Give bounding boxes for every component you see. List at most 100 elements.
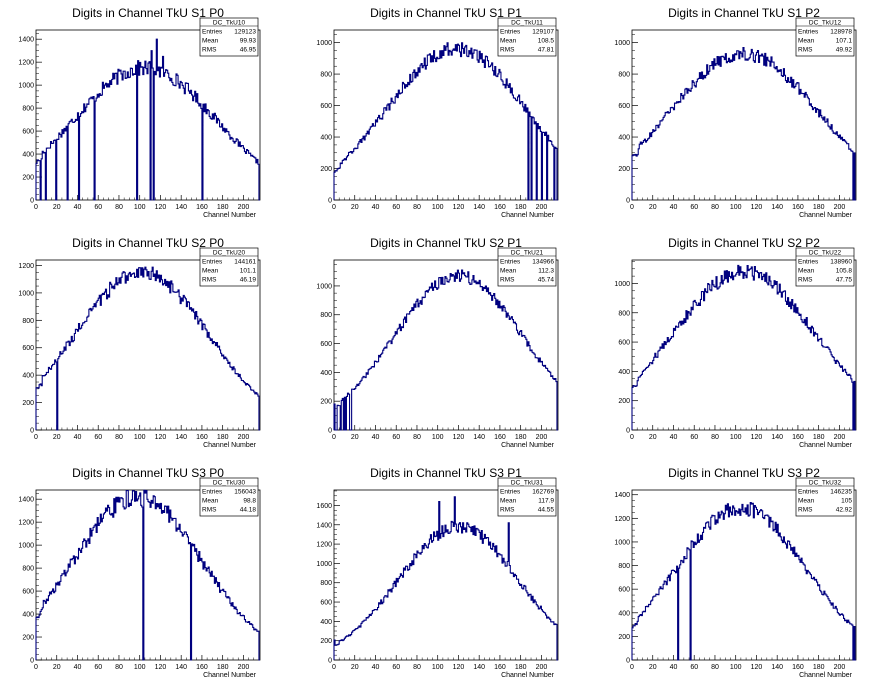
x-tick-label: 0 <box>34 664 38 671</box>
y-tick-label: 200 <box>320 166 332 173</box>
y-tick-label: 1600 <box>316 503 332 510</box>
y-tick-label: 400 <box>618 135 630 142</box>
stats-value-mean: 98.8 <box>243 498 256 505</box>
stats-value-entries: 162769 <box>532 489 554 496</box>
y-tick-label: 0 <box>328 198 332 205</box>
x-tick-label: 80 <box>711 664 719 671</box>
stats-box <box>497 17 557 57</box>
x-tick-label: 160 <box>494 664 506 671</box>
histogram-panel: Digits in Channel TkU S1 P2 0 20 40 60 80 100 1… <box>614 6 857 219</box>
stats-value-mean: 107.1 <box>836 38 853 45</box>
x-axis-label: Channel Number <box>203 672 257 679</box>
stats-value-entries: 138960 <box>830 259 852 266</box>
x-tick-label: 120 <box>751 664 763 671</box>
y-tick-label: 1200 <box>18 60 34 67</box>
x-tick-label: 0 <box>630 434 634 441</box>
histogram-series <box>35 266 260 431</box>
y-tick-label: 600 <box>618 587 630 594</box>
x-tick-label: 140 <box>771 204 783 211</box>
stats-label-rms: RMS <box>500 47 515 54</box>
x-tick-label: 160 <box>196 204 208 211</box>
stats-value-mean: 101.1 <box>240 268 257 275</box>
x-tick-label: 100 <box>432 434 444 441</box>
x-axis-label: Channel Number <box>799 672 853 679</box>
stats-name: DC_TkU11 <box>511 20 543 27</box>
stats-label-entries: Entries <box>500 259 521 266</box>
y-tick-label: 800 <box>22 318 34 325</box>
x-tick-label: 80 <box>413 434 421 441</box>
plot-frame <box>35 259 261 431</box>
stats-value-rms: 49.92 <box>836 47 853 54</box>
y-tick-label: 800 <box>22 106 34 113</box>
plot-frame <box>333 259 559 431</box>
y-tick-label: 1400 <box>316 522 332 529</box>
y-tick-label: 1000 <box>18 83 34 90</box>
y-tick-label: 800 <box>320 312 332 319</box>
x-tick-label: 20 <box>53 664 61 671</box>
y-tick-label: 800 <box>22 566 34 573</box>
stats-value-mean: 105 <box>841 498 852 505</box>
y-tick-label: 200 <box>22 400 34 407</box>
y-tick-label: 1000 <box>316 561 332 568</box>
x-tick-label: 40 <box>372 434 380 441</box>
x-tick-label: 80 <box>115 204 123 211</box>
y-tick-label: 400 <box>22 152 34 159</box>
stats-label-rms: RMS <box>798 277 813 284</box>
x-tick-label: 180 <box>813 664 825 671</box>
x-tick-label: 0 <box>34 204 38 211</box>
histogram-series <box>333 42 558 201</box>
y-tick-label: 400 <box>320 370 332 377</box>
x-axis-label: Channel Number <box>203 212 257 219</box>
stats-name: DC_TkU12 <box>809 20 842 27</box>
y-tick-label: 600 <box>22 129 34 136</box>
stats-value-rms: 44.55 <box>538 507 555 514</box>
x-tick-label: 120 <box>751 204 763 211</box>
y-tick-label: 400 <box>618 610 630 617</box>
x-tick-label: 60 <box>94 434 102 441</box>
stats-box <box>199 17 259 57</box>
x-tick-label: 140 <box>473 204 485 211</box>
stats-box <box>199 477 259 517</box>
x-tick-label: 80 <box>413 664 421 671</box>
stats-label-rms: RMS <box>202 507 217 514</box>
y-tick-label: 600 <box>22 589 34 596</box>
stats-label-mean: Mean <box>202 38 219 45</box>
plot-frame <box>631 29 857 201</box>
stats-value-rms: 47.75 <box>836 277 853 284</box>
stats-value-rms: 47.81 <box>538 47 555 54</box>
stats-label-entries: Entries <box>202 489 223 496</box>
stats-label-mean: Mean <box>202 498 219 505</box>
y-tick-label: 600 <box>618 340 630 347</box>
x-tick-label: 120 <box>453 204 465 211</box>
x-axis-label: Channel Number <box>203 442 257 449</box>
x-tick-label: 40 <box>670 204 678 211</box>
y-tick-label: 1400 <box>18 497 34 504</box>
stats-value-entries: 128978 <box>830 29 852 36</box>
y-tick-label: 1000 <box>614 281 630 288</box>
x-tick-label: 20 <box>649 664 657 671</box>
x-tick-label: 20 <box>649 434 657 441</box>
y-tick-label: 200 <box>320 399 332 406</box>
y-tick-label: 200 <box>22 175 34 182</box>
x-tick-label: 160 <box>792 434 804 441</box>
x-tick-label: 20 <box>53 434 61 441</box>
x-tick-label: 120 <box>751 434 763 441</box>
y-tick-label: 400 <box>320 135 332 142</box>
x-tick-label: 40 <box>372 204 380 211</box>
y-tick-label: 600 <box>320 341 332 348</box>
x-tick-label: 160 <box>792 664 804 671</box>
y-tick-label: 1200 <box>18 520 34 527</box>
panel-title: Digits in Channel TkU S2 P1 <box>370 236 522 250</box>
stats-label-rms: RMS <box>798 47 813 54</box>
y-tick-label: 200 <box>618 634 630 641</box>
y-tick-label: 400 <box>320 619 332 626</box>
y-tick-label: 0 <box>626 658 630 665</box>
x-tick-label: 40 <box>670 664 678 671</box>
x-tick-label: 100 <box>134 204 146 211</box>
stats-label-entries: Entries <box>798 489 819 496</box>
stats-label-entries: Entries <box>202 259 223 266</box>
y-tick-label: 600 <box>320 600 332 607</box>
x-tick-label: 180 <box>515 434 527 441</box>
stats-label-mean: Mean <box>202 268 219 275</box>
